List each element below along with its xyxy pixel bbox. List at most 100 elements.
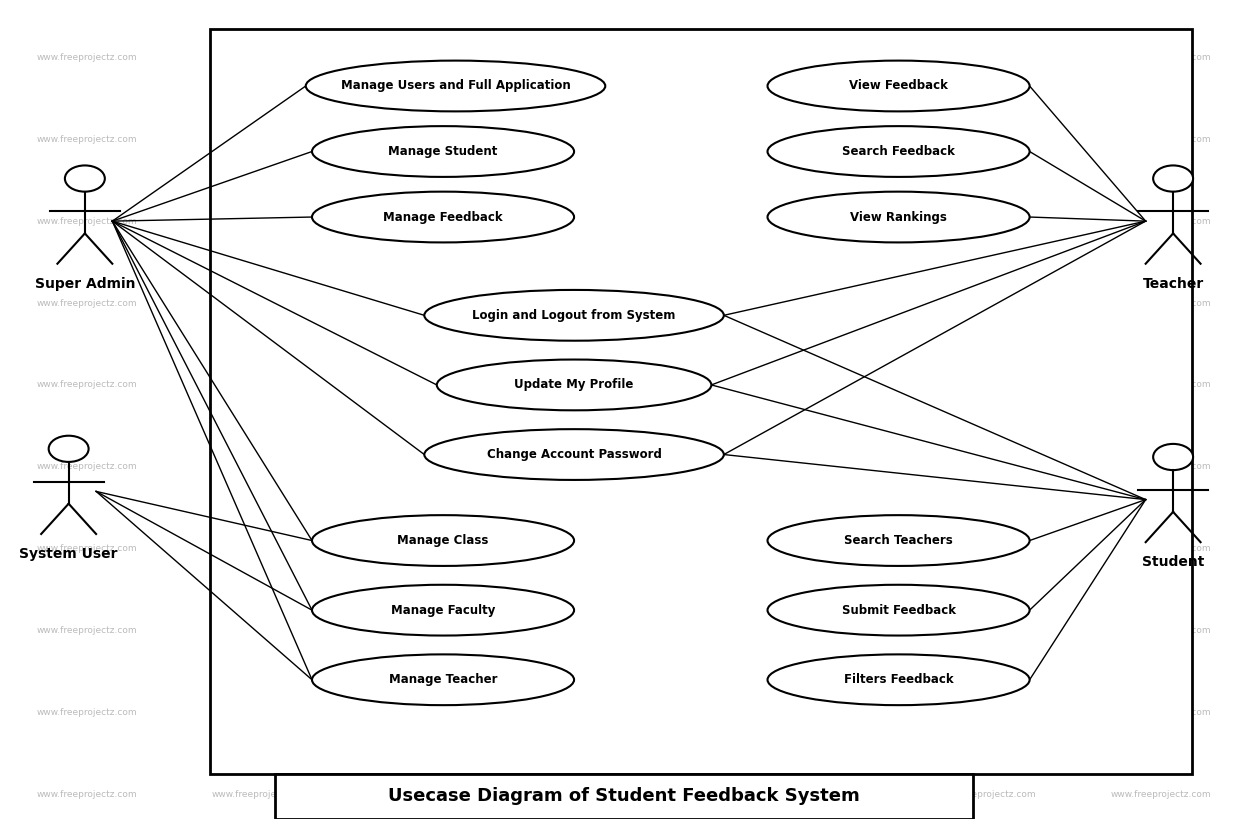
Text: www.freeprojectz.com: www.freeprojectz.com (1111, 545, 1211, 553)
Text: www.freeprojectz.com: www.freeprojectz.com (399, 545, 499, 553)
Ellipse shape (312, 654, 574, 705)
Text: www.freeprojectz.com: www.freeprojectz.com (1111, 217, 1211, 225)
Text: www.freeprojectz.com: www.freeprojectz.com (399, 381, 499, 389)
Text: www.freeprojectz.com: www.freeprojectz.com (37, 135, 137, 143)
Ellipse shape (1153, 165, 1193, 192)
Text: www.freeprojectz.com: www.freeprojectz.com (399, 299, 499, 307)
Text: www.freeprojectz.com: www.freeprojectz.com (936, 53, 1036, 61)
Text: Manage Student: Manage Student (388, 145, 498, 158)
Text: View Rankings: View Rankings (850, 210, 947, 224)
Text: www.freeprojectz.com: www.freeprojectz.com (574, 299, 674, 307)
Text: www.freeprojectz.com: www.freeprojectz.com (749, 627, 849, 635)
Ellipse shape (768, 192, 1030, 242)
Text: www.freeprojectz.com: www.freeprojectz.com (574, 463, 674, 471)
Text: www.freeprojectz.com: www.freeprojectz.com (1111, 53, 1211, 61)
Text: www.freeprojectz.com: www.freeprojectz.com (1111, 627, 1211, 635)
Text: www.freeprojectz.com: www.freeprojectz.com (749, 299, 849, 307)
Text: www.freeprojectz.com: www.freeprojectz.com (1111, 463, 1211, 471)
Text: www.freeprojectz.com: www.freeprojectz.com (37, 545, 137, 553)
Text: www.freeprojectz.com: www.freeprojectz.com (1111, 299, 1211, 307)
Text: www.freeprojectz.com: www.freeprojectz.com (37, 53, 137, 61)
Text: Super Admin: Super Admin (35, 277, 135, 291)
Ellipse shape (437, 360, 711, 410)
Text: Login and Logout from System: Login and Logout from System (473, 309, 675, 322)
Text: www.freeprojectz.com: www.freeprojectz.com (574, 217, 674, 225)
Ellipse shape (424, 290, 724, 341)
Text: www.freeprojectz.com: www.freeprojectz.com (574, 135, 674, 143)
Text: www.freeprojectz.com: www.freeprojectz.com (399, 790, 499, 799)
Text: www.freeprojectz.com: www.freeprojectz.com (212, 627, 312, 635)
Text: www.freeprojectz.com: www.freeprojectz.com (212, 135, 312, 143)
Text: View Feedback: View Feedback (849, 79, 948, 93)
Text: www.freeprojectz.com: www.freeprojectz.com (212, 790, 312, 799)
Text: Manage Faculty: Manage Faculty (391, 604, 495, 617)
Ellipse shape (49, 436, 89, 462)
Text: www.freeprojectz.com: www.freeprojectz.com (749, 545, 849, 553)
FancyBboxPatch shape (210, 29, 1192, 774)
Ellipse shape (768, 585, 1030, 636)
Text: www.freeprojectz.com: www.freeprojectz.com (936, 217, 1036, 225)
Text: Update My Profile: Update My Profile (514, 378, 634, 391)
Text: System User: System User (20, 547, 117, 561)
Text: www.freeprojectz.com: www.freeprojectz.com (1111, 790, 1211, 799)
Text: www.freeprojectz.com: www.freeprojectz.com (936, 381, 1036, 389)
Text: www.freeprojectz.com: www.freeprojectz.com (574, 708, 674, 717)
Text: www.freeprojectz.com: www.freeprojectz.com (37, 627, 137, 635)
Text: Filters Feedback: Filters Feedback (844, 673, 953, 686)
Text: Submit Feedback: Submit Feedback (841, 604, 956, 617)
Text: www.freeprojectz.com: www.freeprojectz.com (936, 790, 1036, 799)
Text: www.freeprojectz.com: www.freeprojectz.com (1111, 381, 1211, 389)
Text: www.freeprojectz.com: www.freeprojectz.com (749, 381, 849, 389)
Text: www.freeprojectz.com: www.freeprojectz.com (37, 217, 137, 225)
Text: www.freeprojectz.com: www.freeprojectz.com (936, 299, 1036, 307)
Ellipse shape (312, 515, 574, 566)
Text: www.freeprojectz.com: www.freeprojectz.com (749, 463, 849, 471)
Text: www.freeprojectz.com: www.freeprojectz.com (749, 217, 849, 225)
Ellipse shape (768, 515, 1030, 566)
Ellipse shape (306, 61, 605, 111)
Text: www.freeprojectz.com: www.freeprojectz.com (1111, 708, 1211, 717)
Text: www.freeprojectz.com: www.freeprojectz.com (212, 463, 312, 471)
Text: www.freeprojectz.com: www.freeprojectz.com (574, 545, 674, 553)
Text: Search Teachers: Search Teachers (844, 534, 953, 547)
Text: www.freeprojectz.com: www.freeprojectz.com (37, 708, 137, 717)
Ellipse shape (312, 192, 574, 242)
Text: www.freeprojectz.com: www.freeprojectz.com (37, 381, 137, 389)
Text: www.freeprojectz.com: www.freeprojectz.com (212, 708, 312, 717)
Text: Manage Teacher: Manage Teacher (389, 673, 497, 686)
Text: www.freeprojectz.com: www.freeprojectz.com (212, 299, 312, 307)
Ellipse shape (312, 585, 574, 636)
Text: Teacher: Teacher (1142, 277, 1204, 291)
FancyBboxPatch shape (275, 774, 973, 819)
Ellipse shape (1153, 444, 1193, 470)
Text: www.freeprojectz.com: www.freeprojectz.com (399, 53, 499, 61)
Text: www.freeprojectz.com: www.freeprojectz.com (399, 627, 499, 635)
Text: www.freeprojectz.com: www.freeprojectz.com (574, 53, 674, 61)
Text: www.freeprojectz.com: www.freeprojectz.com (936, 627, 1036, 635)
Text: www.freeprojectz.com: www.freeprojectz.com (212, 545, 312, 553)
Text: www.freeprojectz.com: www.freeprojectz.com (749, 135, 849, 143)
Text: www.freeprojectz.com: www.freeprojectz.com (574, 381, 674, 389)
Text: Manage Feedback: Manage Feedback (383, 210, 503, 224)
Text: www.freeprojectz.com: www.freeprojectz.com (749, 790, 849, 799)
Text: www.freeprojectz.com: www.freeprojectz.com (936, 135, 1036, 143)
Ellipse shape (65, 165, 105, 192)
Text: Usecase Diagram of Student Feedback System: Usecase Diagram of Student Feedback Syst… (388, 787, 860, 805)
Text: www.freeprojectz.com: www.freeprojectz.com (936, 463, 1036, 471)
Text: www.freeprojectz.com: www.freeprojectz.com (574, 790, 674, 799)
Text: www.freeprojectz.com: www.freeprojectz.com (574, 627, 674, 635)
Text: Student: Student (1142, 555, 1204, 569)
Ellipse shape (768, 126, 1030, 177)
Text: www.freeprojectz.com: www.freeprojectz.com (749, 53, 849, 61)
Ellipse shape (768, 654, 1030, 705)
Text: www.freeprojectz.com: www.freeprojectz.com (212, 53, 312, 61)
Text: www.freeprojectz.com: www.freeprojectz.com (37, 790, 137, 799)
Ellipse shape (424, 429, 724, 480)
Text: Search Feedback: Search Feedback (842, 145, 955, 158)
Text: www.freeprojectz.com: www.freeprojectz.com (1111, 135, 1211, 143)
Text: www.freeprojectz.com: www.freeprojectz.com (212, 381, 312, 389)
Text: www.freeprojectz.com: www.freeprojectz.com (399, 708, 499, 717)
Text: Manage Users and Full Application: Manage Users and Full Application (341, 79, 570, 93)
Text: www.freeprojectz.com: www.freeprojectz.com (936, 708, 1036, 717)
Ellipse shape (768, 61, 1030, 111)
